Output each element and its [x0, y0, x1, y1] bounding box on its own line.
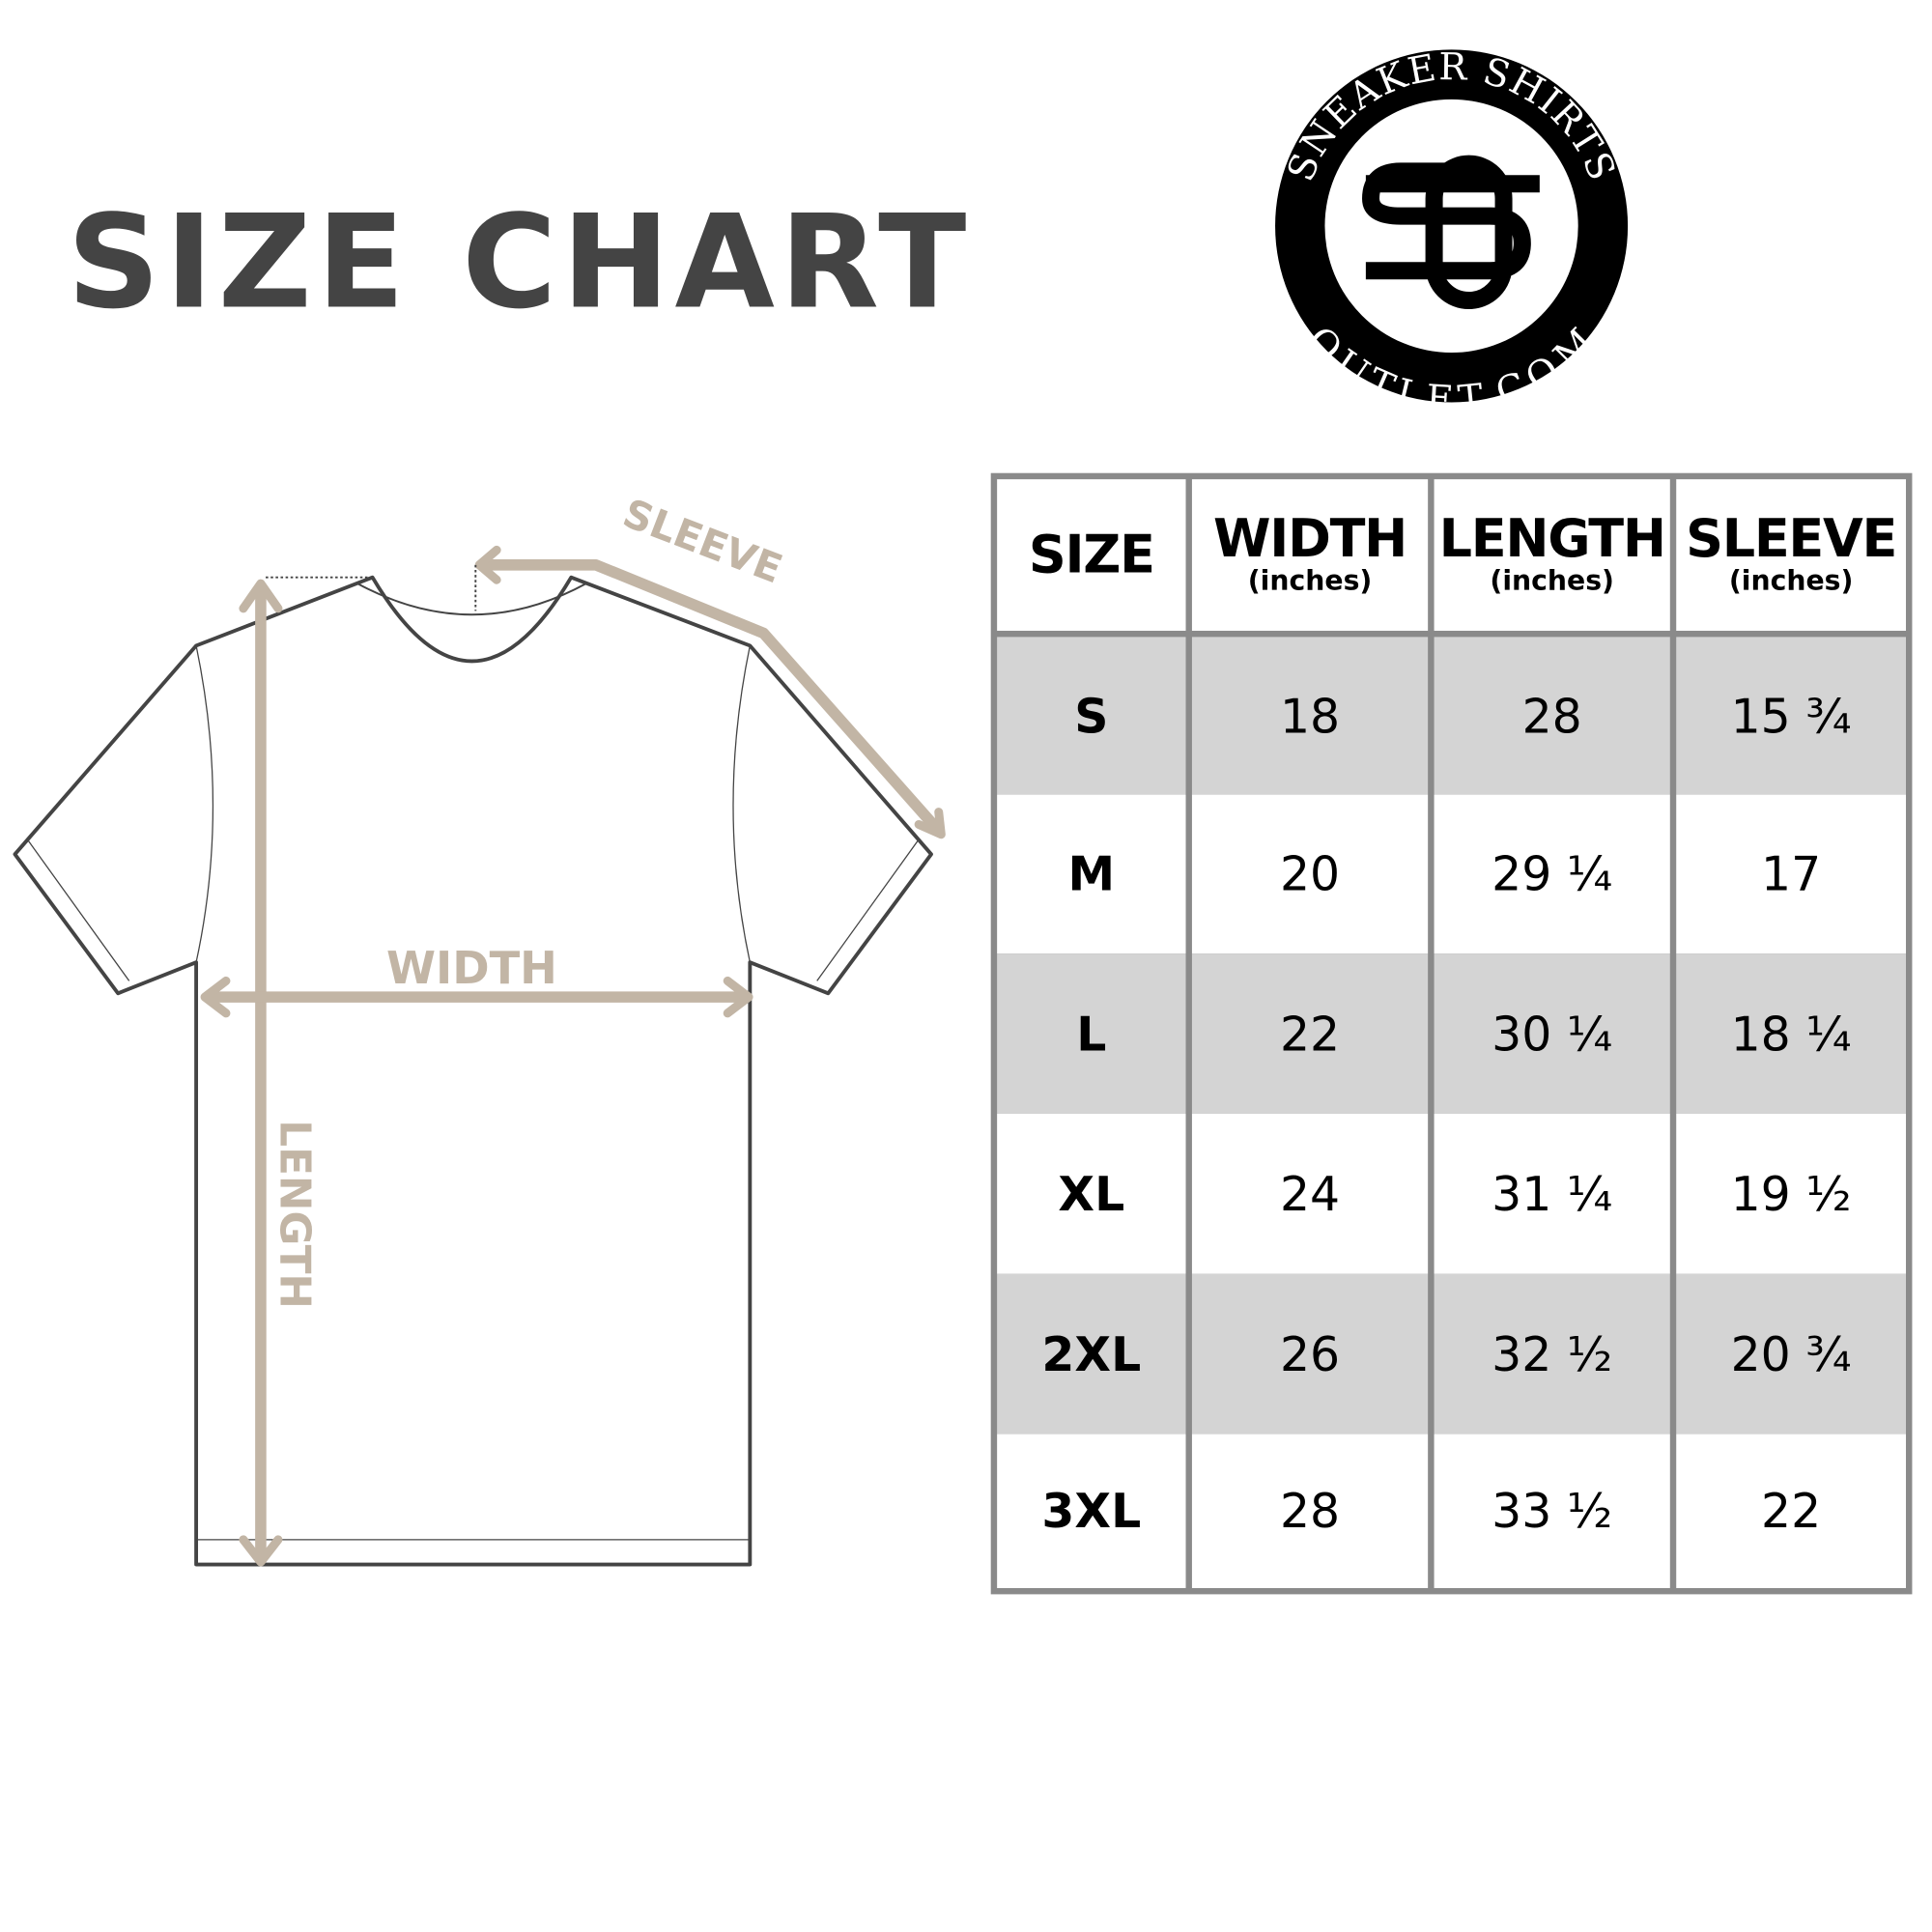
- value-cell: 28: [1191, 1434, 1429, 1588]
- value-cell: 17: [1676, 794, 1907, 954]
- width-arrow: [200, 976, 753, 1018]
- value-cell: 30 ¼: [1434, 953, 1670, 1114]
- sleeve-label: SLEEVE: [617, 490, 789, 592]
- title-word-size: SIZE: [67, 185, 411, 338]
- length-label: LENGTH: [270, 1120, 319, 1309]
- value-cell: 22: [1191, 953, 1429, 1114]
- header-cell-width: WIDTH (inches): [1191, 479, 1429, 631]
- header-cell-length: LENGTH (inches): [1434, 479, 1670, 631]
- value-cell: 18 ¼: [1676, 953, 1907, 1114]
- size-cell: 3XL: [997, 1434, 1186, 1588]
- value-cell: 19 ½: [1676, 1113, 1907, 1274]
- size-cell: S: [997, 637, 1186, 795]
- value-cell: 20 ¾: [1676, 1273, 1907, 1435]
- value-cell: 24: [1191, 1113, 1429, 1274]
- value-cell: 20: [1191, 794, 1429, 954]
- size-cell: M: [997, 794, 1186, 954]
- size-cell: L: [997, 953, 1186, 1114]
- value-cell: 31 ¼: [1434, 1113, 1670, 1274]
- width-label: WIDTH: [386, 942, 557, 994]
- value-cell: 18: [1191, 637, 1429, 795]
- header-label: SIZE: [1028, 524, 1155, 585]
- value-cell: 22: [1676, 1434, 1907, 1588]
- sleeve-arrow: [474, 545, 946, 839]
- value-cell: 15 ¾: [1676, 637, 1907, 795]
- size-cell: 2XL: [997, 1273, 1186, 1435]
- header-cell-sleeve: SLEEVE (inches): [1676, 479, 1907, 631]
- length-arrow: [239, 579, 283, 1567]
- page-title: SIZE CHART: [67, 186, 1023, 338]
- value-cell: 32 ½: [1434, 1273, 1670, 1435]
- tshirt-outline: [13, 575, 933, 1567]
- header-label: WIDTH: [1213, 507, 1407, 569]
- brand-logo: SNEAKER SHIRTS OUTLET.COM: [1275, 45, 1629, 422]
- value-cell: 29 ¼: [1434, 794, 1670, 954]
- title-word-chart: CHART: [462, 185, 972, 338]
- monogram-icon: [1362, 155, 1540, 310]
- header-unit: (inches): [1490, 566, 1614, 598]
- size-cell: XL: [997, 1113, 1186, 1274]
- value-cell: 26: [1191, 1273, 1429, 1435]
- header-unit: (inches): [1247, 566, 1373, 598]
- value-cell: 28: [1434, 637, 1670, 795]
- value-cell: 33 ½: [1434, 1434, 1670, 1588]
- header-label: LENGTH: [1438, 507, 1666, 569]
- header-label: SLEEVE: [1686, 507, 1897, 569]
- header-cell-size: SIZE: [997, 479, 1186, 631]
- header-unit: (inches): [1728, 566, 1854, 598]
- size-table: SIZE WIDTH (inches) LENGTH (inches) SLEEVE (in…: [990, 472, 1913, 1595]
